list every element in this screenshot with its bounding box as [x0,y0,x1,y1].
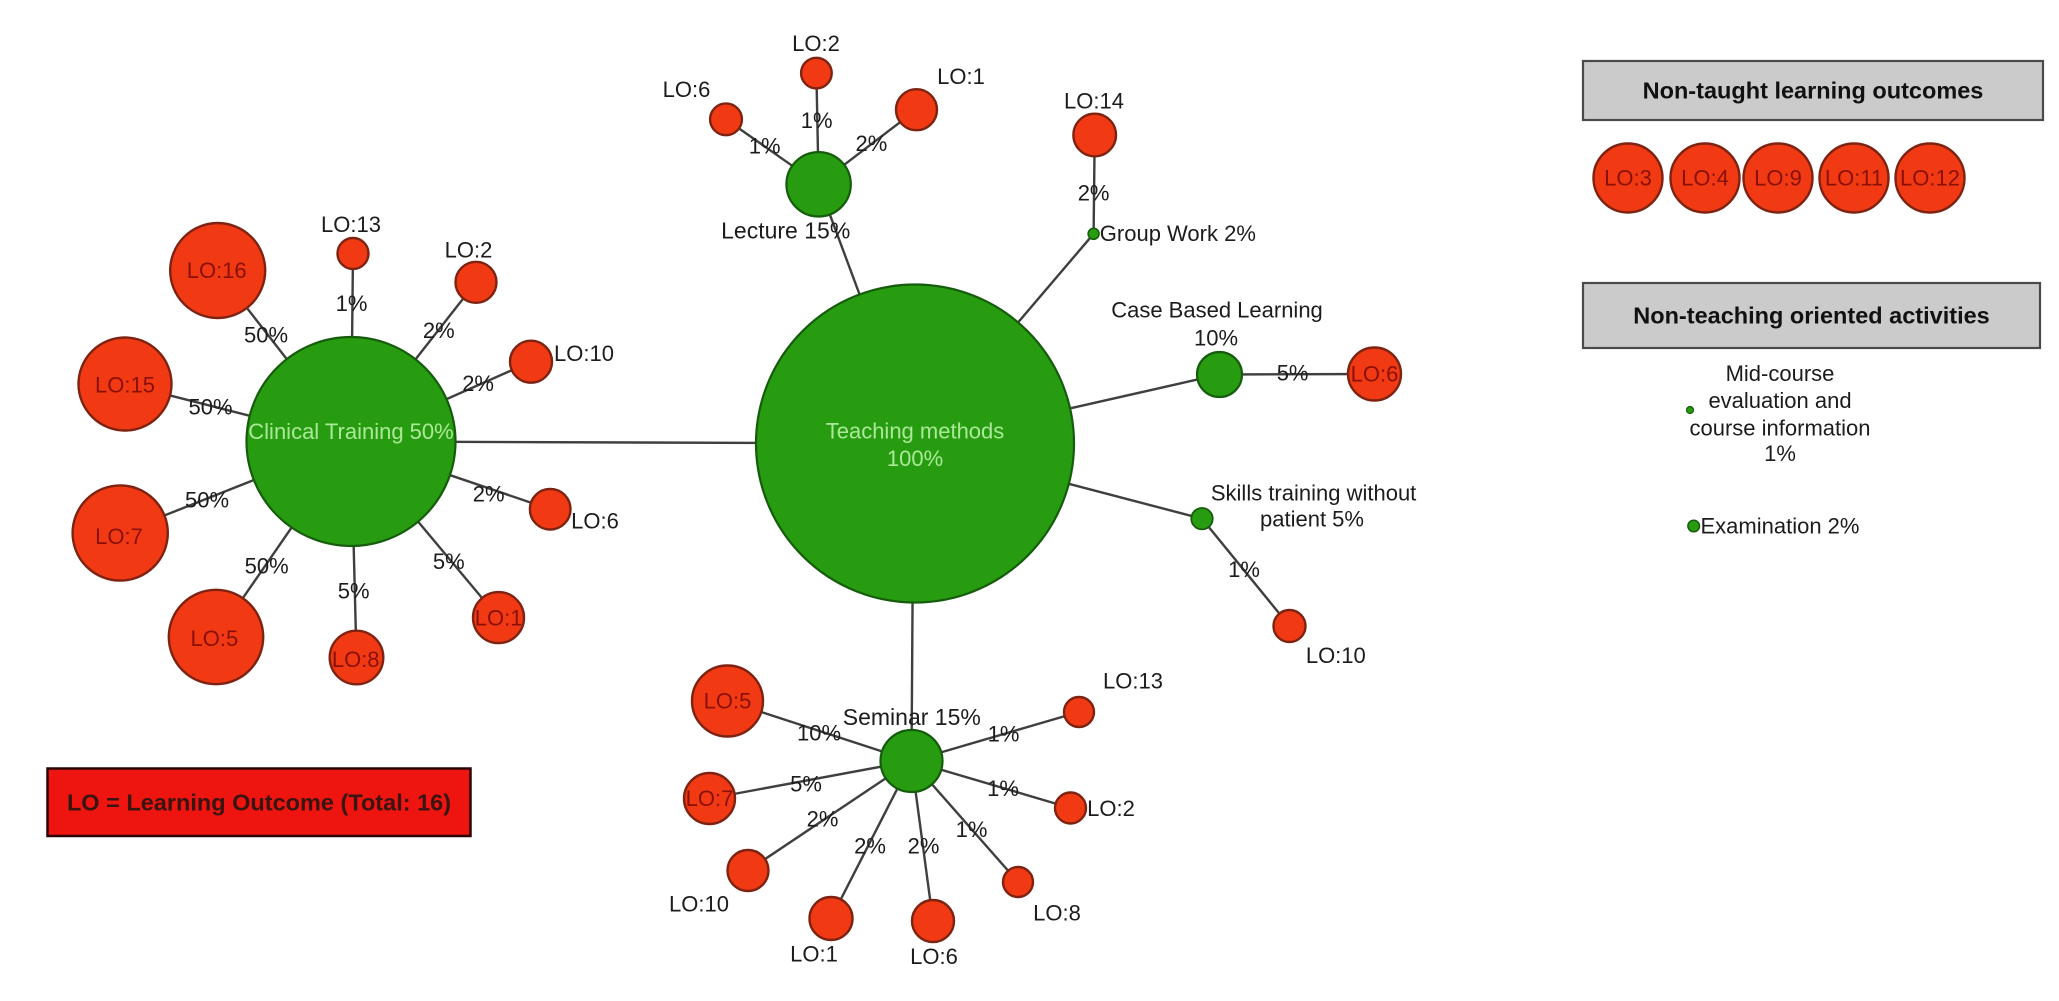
svg-text:LO:12: LO:12 [1900,166,1960,191]
svg-text:LO:6: LO:6 [910,944,958,969]
svg-text:10%: 10% [797,721,841,746]
svg-text:LO:16: LO:16 [187,258,247,283]
svg-text:Non-taught learning outcomes: Non-taught learning outcomes [1643,78,1984,104]
svg-text:Group Work 2%: Group Work 2% [1100,221,1256,246]
svg-text:2%: 2% [908,834,940,859]
svg-text:Teaching methods: Teaching methods [826,419,1005,444]
svg-text:LO:13: LO:13 [321,212,381,237]
svg-text:LO = Learning Outcome (Total:: LO = Learning Outcome (Total: 16) [67,790,451,816]
svg-text:LO:2: LO:2 [445,237,493,262]
svg-text:5%: 5% [338,579,370,604]
svg-text:2%: 2% [1078,181,1110,206]
svg-text:1%: 1% [1228,557,1260,582]
svg-text:LO:6: LO:6 [663,77,711,102]
svg-text:50%: 50% [245,554,289,579]
svg-text:1%: 1% [987,776,1019,801]
svg-text:100%: 100% [887,446,943,471]
svg-text:LO:3: LO:3 [1604,166,1652,191]
svg-text:1%: 1% [988,722,1020,747]
svg-text:LO:15: LO:15 [95,373,155,398]
svg-text:2%: 2% [423,318,455,343]
svg-text:LO:8: LO:8 [332,647,380,672]
svg-text:50%: 50% [185,488,229,513]
svg-text:LO:9: LO:9 [1754,166,1802,191]
svg-text:Clinical Training 50%: Clinical Training 50% [248,419,453,444]
svg-text:1%: 1% [1764,441,1796,466]
svg-text:2%: 2% [462,371,494,396]
svg-text:LO:1: LO:1 [790,942,838,967]
svg-text:Examination 2%: Examination 2% [1701,514,1860,539]
svg-text:LO:10: LO:10 [669,892,729,917]
svg-text:5%: 5% [1277,361,1309,386]
svg-text:LO:6: LO:6 [571,509,619,534]
svg-text:LO:10: LO:10 [1306,643,1366,668]
svg-text:LO:7: LO:7 [686,786,734,811]
svg-text:evaluation and: evaluation and [1708,388,1851,413]
svg-text:LO:2: LO:2 [792,31,840,56]
svg-text:Mid-course: Mid-course [1726,361,1835,386]
svg-text:LO:8: LO:8 [1033,901,1081,926]
svg-text:50%: 50% [244,323,288,348]
svg-text:Non-teaching oriented activiti: Non-teaching oriented activities [1633,303,1989,329]
svg-text:Lecture 15%: Lecture 15% [721,218,850,244]
svg-text:LO:4: LO:4 [1681,166,1729,191]
svg-text:Skills training without: Skills training without [1211,481,1416,506]
svg-text:Seminar 15%: Seminar 15% [843,704,981,730]
svg-text:patient 5%: patient 5% [1260,507,1364,532]
svg-text:2%: 2% [807,807,839,832]
svg-text:50%: 50% [188,395,232,420]
svg-text:10%: 10% [1194,326,1238,351]
svg-text:5%: 5% [433,549,465,574]
svg-text:2%: 2% [854,834,886,859]
svg-text:LO:13: LO:13 [1103,669,1163,694]
svg-text:1%: 1% [336,291,368,316]
svg-text:LO:6: LO:6 [1351,362,1399,387]
svg-text:LO:7: LO:7 [95,524,143,549]
svg-text:LO:14: LO:14 [1064,89,1124,114]
svg-text:1%: 1% [749,133,781,158]
svg-text:LO:5: LO:5 [704,689,752,714]
svg-text:course information: course information [1690,416,1871,441]
svg-text:LO:10: LO:10 [554,341,614,366]
svg-text:LO:1: LO:1 [937,64,985,89]
svg-text:1%: 1% [801,108,833,133]
svg-text:LO:2: LO:2 [1087,796,1135,821]
svg-text:Case Based Learning: Case Based Learning [1111,298,1323,323]
svg-text:LO:1: LO:1 [475,606,523,631]
svg-text:2%: 2% [473,482,505,507]
svg-text:5%: 5% [790,772,822,797]
svg-text:LO:5: LO:5 [191,626,239,651]
svg-text:1%: 1% [956,817,988,842]
svg-text:LO:11: LO:11 [1825,166,1883,191]
svg-text:2%: 2% [856,131,888,156]
